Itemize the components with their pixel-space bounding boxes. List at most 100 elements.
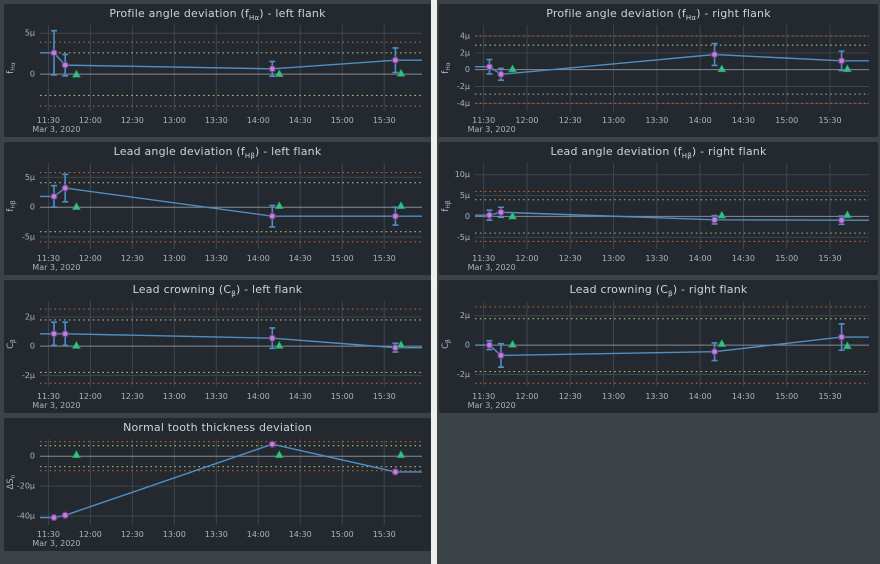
x-tick-labels: 11:30 12:00 12:30 13:00 13:30 14:00 14:30 15:00… (472, 392, 841, 401)
y-tick-labels: 5µ 0 -5µ (22, 173, 35, 242)
reference-points (508, 64, 852, 73)
measurement-point[interactable] (497, 70, 505, 78)
reference-point[interactable] (508, 339, 518, 348)
reference-point[interactable] (717, 339, 727, 347)
x-tick-labels: 11:30 12:00 12:30 13:00 13:30 14:00 14:30 15:00… (472, 254, 841, 263)
svg-text:15:00: 15:00 (775, 392, 798, 401)
date-label: Mar 3, 2020 (468, 401, 516, 410)
chart-plot[interactable]: 11:30 12:00 12:30 13:00 13:30 14:00 14:30 15:00… (4, 297, 431, 413)
measurement-point[interactable] (391, 212, 400, 220)
reference-point[interactable] (842, 341, 852, 350)
measurement-point[interactable] (485, 341, 494, 349)
measurement-point[interactable] (837, 333, 846, 341)
reference-point[interactable] (396, 340, 406, 349)
measurement-points (485, 208, 846, 224)
svg-text:15:30: 15:30 (373, 530, 396, 539)
measurement-point[interactable] (710, 348, 719, 356)
measurement-point[interactable] (50, 192, 58, 201)
measurement-point[interactable] (61, 184, 69, 192)
svg-text:15:00: 15:00 (331, 254, 354, 263)
measurement-point[interactable] (50, 49, 58, 57)
reference-point[interactable] (71, 340, 81, 349)
measurement-point[interactable] (710, 50, 719, 59)
reference-point[interactable] (717, 210, 727, 219)
measurement-point[interactable] (485, 63, 494, 71)
svg-text:13:30: 13:30 (645, 254, 668, 263)
tolerance-lines (475, 306, 869, 384)
reference-point[interactable] (842, 210, 852, 219)
measurement-point[interactable] (391, 56, 400, 64)
reference-point[interactable] (396, 68, 406, 77)
svg-text:12:30: 12:30 (121, 392, 144, 401)
reference-points (71, 68, 406, 78)
svg-text:13:00: 13:00 (602, 392, 625, 401)
measurement-point[interactable] (837, 57, 846, 65)
measurement-point[interactable] (61, 511, 69, 519)
reference-point[interactable] (274, 450, 284, 459)
reference-point[interactable] (396, 201, 406, 210)
svg-text:0: 0 (465, 65, 470, 74)
svg-text:12:00: 12:00 (79, 116, 102, 125)
chart-plot[interactable]: 11:30 12:00 12:30 13:00 13:30 14:00 14:30 15:00… (4, 435, 431, 551)
measurement-point[interactable] (268, 212, 276, 220)
svg-text:2µ: 2µ (25, 313, 35, 322)
chart-plot[interactable]: 11:30 12:00 12:30 13:00 13:30 14:00 14:30 15:00… (439, 159, 878, 275)
chart-card-lead-crowning-left-flank: Lead crowning (Cβ) - left flank 11:30 12:… (4, 280, 431, 413)
x-grid (483, 25, 831, 111)
svg-text:12:30: 12:30 (121, 530, 144, 539)
reference-point[interactable] (71, 69, 81, 78)
svg-text:13:00: 13:00 (163, 392, 186, 401)
chart-plot[interactable]: 11:30 12:00 12:30 13:00 13:30 14:00 14:30 15:00… (439, 297, 878, 413)
svg-text:15:30: 15:30 (373, 116, 396, 125)
reference-point[interactable] (508, 211, 518, 220)
chart-title: Profile angle deviation (fHα) - right fl… (546, 7, 771, 23)
measurement-point[interactable] (497, 351, 505, 359)
svg-text:14:30: 14:30 (289, 530, 312, 539)
y-axis-label: Cβ (441, 339, 452, 349)
y-grid (475, 35, 869, 104)
svg-text:13:00: 13:00 (163, 530, 186, 539)
reference-point[interactable] (396, 450, 406, 459)
reference-point[interactable] (274, 201, 284, 210)
svg-text:13:30: 13:30 (205, 392, 228, 401)
measurement-point[interactable] (497, 208, 505, 216)
reference-point[interactable] (842, 64, 852, 73)
svg-text:14:00: 14:00 (689, 392, 712, 401)
measurement-point[interactable] (837, 216, 846, 224)
measurement-point[interactable] (50, 330, 58, 338)
error-bars (50, 29, 399, 77)
svg-text:-2µ: -2µ (457, 82, 470, 91)
svg-text:14:30: 14:30 (289, 116, 312, 125)
chart-title: Lead crowning (Cβ) - right flank (569, 283, 748, 299)
x-grid (47, 163, 385, 249)
chart-plot[interactable]: 11:30 12:00 12:30 13:00 13:30 14:00 14:30 15:00… (4, 159, 431, 275)
date-label: Mar 3, 2020 (32, 539, 80, 548)
series-line (40, 187, 422, 217)
x-tick-labels: 11:30 12:00 12:30 13:00 13:30 14:00 14:30 15:00… (37, 254, 396, 263)
svg-text:15:30: 15:30 (373, 392, 396, 401)
measurement-point[interactable] (61, 61, 69, 69)
measurement-point[interactable] (50, 513, 58, 522)
measurement-point[interactable] (268, 334, 276, 342)
measurement-point[interactable] (710, 216, 719, 224)
svg-text:5µ: 5µ (25, 173, 35, 182)
measurement-point[interactable] (485, 211, 494, 219)
reference-point[interactable] (71, 201, 81, 210)
reference-point[interactable] (717, 64, 727, 73)
measurement-point[interactable] (61, 330, 69, 338)
reference-point[interactable] (274, 69, 284, 78)
measurement-point[interactable] (268, 440, 276, 448)
svg-text:2µ: 2µ (460, 311, 470, 320)
reference-point[interactable] (71, 450, 81, 459)
reference-point[interactable] (274, 340, 284, 349)
reference-point[interactable] (508, 64, 518, 73)
measurement-point[interactable] (391, 468, 400, 476)
chart-plot[interactable]: 11:30 12:00 12:30 13:00 13:30 14:00 14:30 15:00… (439, 21, 878, 137)
svg-text:14:30: 14:30 (732, 392, 755, 401)
chart-card-tooth-thickness: Normal tooth thickness deviation 11:30 12… (4, 418, 431, 551)
svg-text:14:30: 14:30 (289, 392, 312, 401)
measurement-point[interactable] (268, 65, 276, 73)
chart-plot[interactable]: 11:30 12:00 12:30 13:00 13:30 14:00 14:30 15:00… (4, 21, 431, 137)
y-axis-label: fHα (6, 62, 17, 74)
